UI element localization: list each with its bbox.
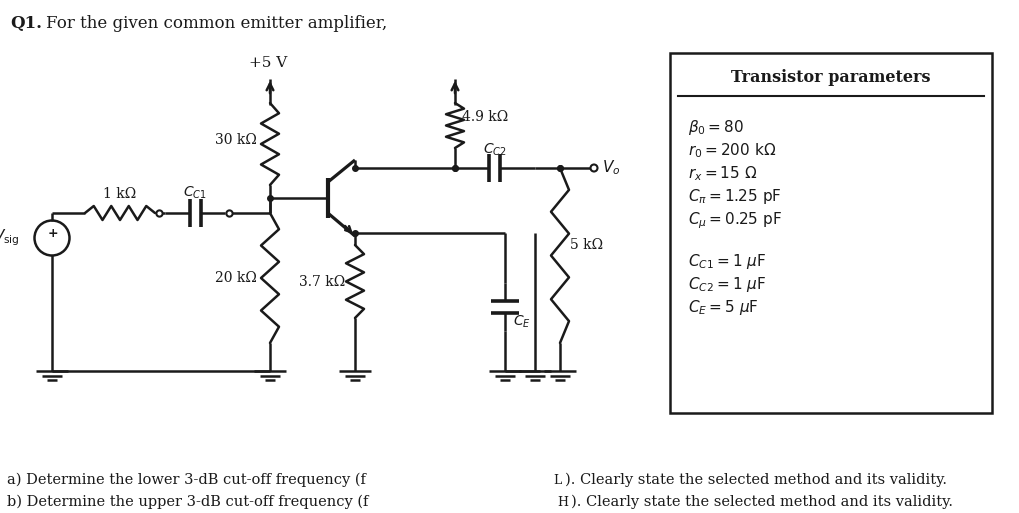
Text: 4.9 kΩ: 4.9 kΩ (462, 110, 507, 125)
Text: $r_x = 15\ \Omega$: $r_x = 15\ \Omega$ (688, 164, 756, 183)
Text: L: L (552, 474, 560, 487)
Text: b) Determine the upper 3-dB cut-off frequency (f: b) Determine the upper 3-dB cut-off freq… (7, 495, 368, 509)
Text: $C_\mu = 0.25\ \mathrm{pF}$: $C_\mu = 0.25\ \mathrm{pF}$ (688, 210, 782, 231)
Text: 30 kΩ: 30 kΩ (215, 133, 257, 147)
Text: $\beta_0 = 80$: $\beta_0 = 80$ (688, 118, 743, 137)
Text: $C_{C2} = 1\ \mu\mathrm{F}$: $C_{C2} = 1\ \mu\mathrm{F}$ (688, 275, 765, 294)
Text: $C_E$: $C_E$ (513, 314, 530, 330)
Text: $V_o$: $V_o$ (601, 159, 620, 177)
Text: $r_0 = 200\ \mathrm{k}\Omega$: $r_0 = 200\ \mathrm{k}\Omega$ (688, 141, 775, 160)
Text: $C_\pi = 1.25\ \mathrm{pF}$: $C_\pi = 1.25\ \mathrm{pF}$ (688, 187, 781, 206)
Text: H: H (556, 496, 568, 509)
Text: $C_{C1} = 1\ \mu\mathrm{F}$: $C_{C1} = 1\ \mu\mathrm{F}$ (688, 252, 765, 271)
Text: $C_{C1}$: $C_{C1}$ (183, 185, 207, 201)
Text: a) Determine the lower 3-dB cut-off frequency (f: a) Determine the lower 3-dB cut-off freq… (7, 473, 366, 487)
Text: ). Clearly state the selected method and its validity.: ). Clearly state the selected method and… (571, 495, 952, 509)
Text: For the given common emitter amplifier,: For the given common emitter amplifier, (46, 15, 387, 32)
Text: +: + (48, 227, 58, 241)
Text: $C_E = 5\ \mu\mathrm{F}$: $C_E = 5\ \mu\mathrm{F}$ (688, 298, 758, 317)
FancyBboxPatch shape (669, 53, 991, 413)
Text: Transistor parameters: Transistor parameters (731, 69, 930, 86)
Text: Q1.: Q1. (10, 15, 42, 32)
Text: $V_{\rm sig}$: $V_{\rm sig}$ (0, 228, 20, 248)
Text: 20 kΩ: 20 kΩ (215, 271, 257, 285)
Text: +5 V: +5 V (249, 56, 286, 70)
Text: 5 kΩ: 5 kΩ (570, 239, 602, 252)
Text: 3.7 kΩ: 3.7 kΩ (299, 274, 344, 288)
Text: 1 kΩ: 1 kΩ (103, 187, 137, 201)
Text: $C_{C2}$: $C_{C2}$ (483, 142, 506, 158)
Text: ). Clearly state the selected method and its validity.: ). Clearly state the selected method and… (565, 473, 946, 487)
